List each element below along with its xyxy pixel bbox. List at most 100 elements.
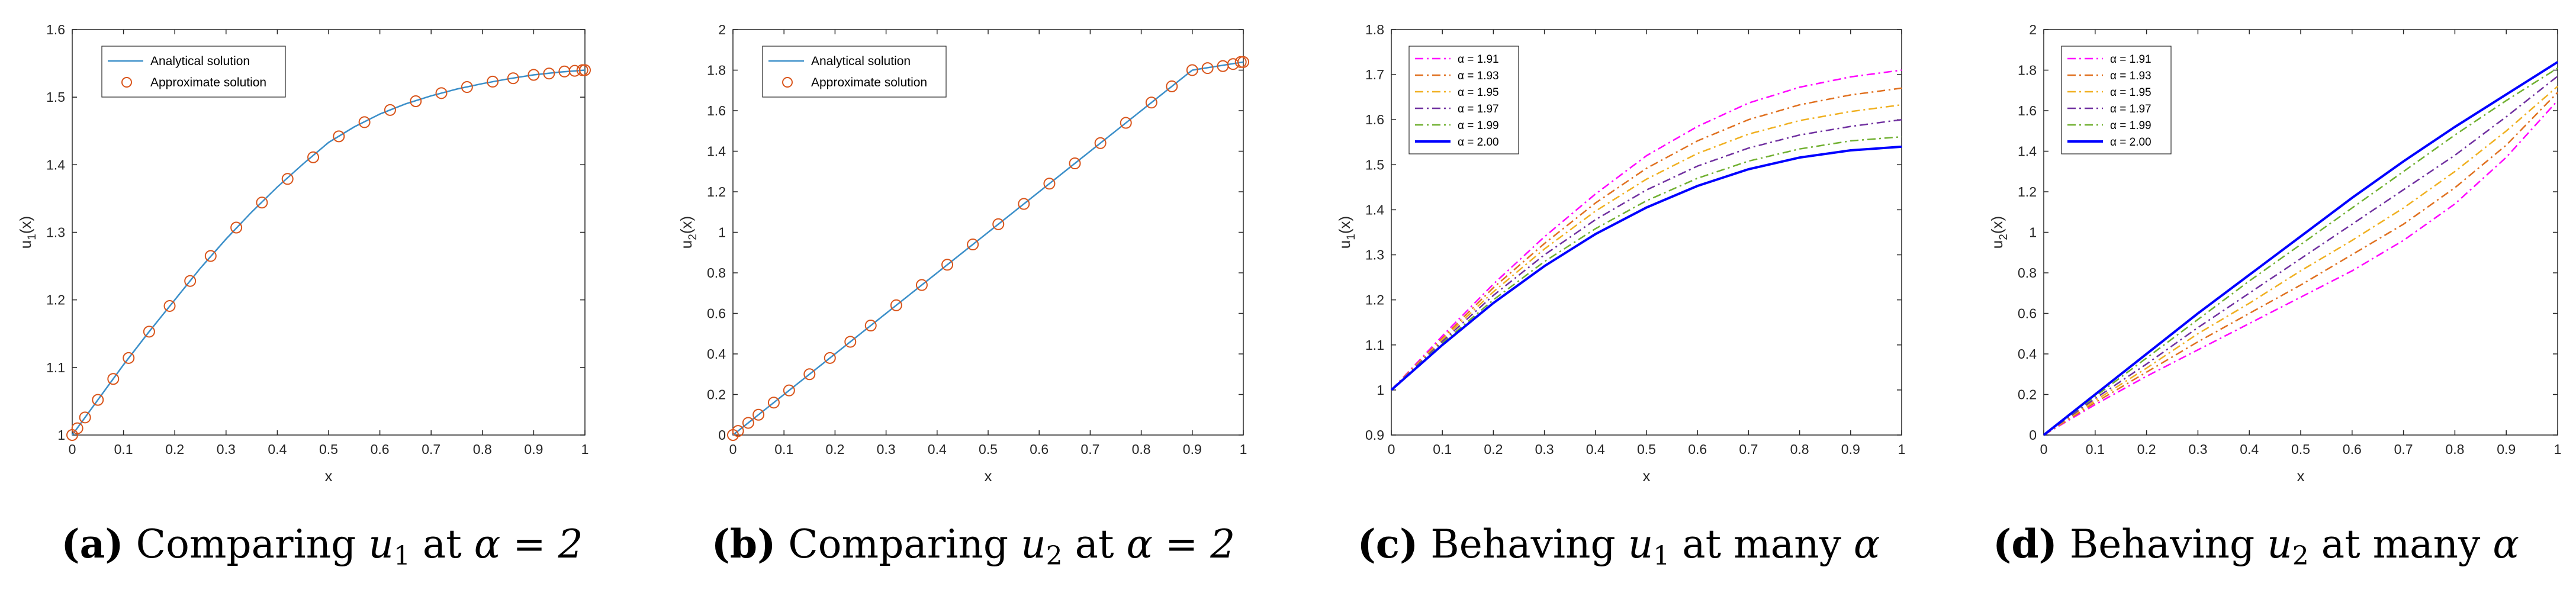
caption-sub: 1: [1653, 541, 1670, 571]
data-point: [410, 95, 422, 108]
x-tick-label: 1: [2554, 442, 2562, 457]
data-point: [1186, 64, 1198, 76]
y-axis-label-sub: 2: [687, 234, 699, 240]
caption-letter: (b): [711, 521, 776, 567]
y-tick-label: 1.6: [1365, 112, 1384, 127]
legend-label: α = 1.93: [2110, 70, 2152, 82]
data-point: [742, 417, 754, 429]
x-tick-label: 0.7: [422, 442, 440, 457]
series-line: [1391, 69, 1902, 391]
data-point: [92, 394, 104, 406]
x-tick-label: 0.6: [1030, 442, 1049, 457]
y-tick-label: 1.5: [46, 89, 65, 105]
caption-cond: α: [1853, 521, 1880, 567]
data-point: [1166, 80, 1178, 92]
data-point: [732, 425, 744, 437]
y-axis-label-var: u: [1336, 240, 1353, 249]
y-tick-label: 1.5: [1365, 157, 1384, 172]
data-point: [281, 173, 294, 185]
series-line: [1391, 118, 1902, 391]
legend-label: α = 1.99: [2110, 120, 2152, 132]
y-tick-label: 1.2: [707, 184, 726, 199]
x-tick-label: 0.4: [2240, 442, 2259, 457]
x-tick-label: 0.2: [1484, 442, 1503, 457]
caption-text: at many: [1682, 521, 1841, 567]
series-line: [1391, 136, 1902, 391]
x-tick-label: 0.8: [473, 442, 492, 457]
legend-label: α = 1.91: [2110, 53, 2152, 66]
x-axis-label: x: [1643, 467, 1651, 485]
y-tick-label: 1.2: [1365, 292, 1384, 308]
legend-label: α = 1.97: [1458, 103, 1499, 115]
x-tick-label: 0.7: [1739, 442, 1758, 457]
x-tick-label: 0.9: [524, 442, 543, 457]
caption-c: (c) Behaving u1 at many α: [1297, 521, 1941, 571]
data-point: [79, 411, 91, 424]
y-tick-label: 1.6: [46, 22, 65, 37]
chart-d: 0 0.1 0.2 0.3 0.4 0.5 0.6 0.7 0.8 0.9 1 0 0.2 0.4 0.6 0…: [1988, 22, 2562, 485]
y-tick-label: 0.2: [2018, 387, 2037, 402]
legend-label: Analytical solution: [811, 54, 911, 68]
caption-letter: (a): [61, 521, 124, 567]
data-point: [803, 368, 816, 381]
caption-sub: 2: [2292, 541, 2309, 571]
caption-b: (b) Comparing u2 at α = 2: [651, 521, 1295, 571]
y-tick-label: 1: [57, 427, 65, 443]
data-point: [435, 87, 448, 99]
data-point: [528, 69, 540, 81]
caption-text: Comparing: [788, 521, 1009, 567]
caption-var: u: [1628, 521, 1654, 567]
caption-text: Behaving: [2069, 521, 2255, 567]
caption-text: at many: [2321, 521, 2481, 567]
x-tick-label: 0.5: [319, 442, 338, 457]
y-tick-label: 0.6: [707, 306, 726, 321]
y-tick-label: 1: [718, 225, 726, 240]
data-point: [543, 67, 555, 80]
data-point: [890, 299, 902, 311]
data-point: [71, 422, 83, 434]
data-point: [579, 64, 591, 76]
x-tick-label: 0.6: [1688, 442, 1707, 457]
y-axis-label-tail: (x): [1988, 216, 2006, 234]
x-tick-label: 0.9: [1183, 442, 1202, 457]
y-tick-label: 1.1: [1365, 337, 1384, 353]
caption-var: u: [2267, 521, 2292, 567]
data-point: [143, 326, 155, 338]
data-point: [1145, 96, 1157, 109]
x-tick-label: 0: [729, 442, 737, 457]
legend-label: α = 1.97: [2110, 103, 2152, 115]
y-axis-label: u2(x): [677, 216, 699, 249]
y-tick-label: 1.8: [1365, 22, 1384, 37]
legend-label: Approximate solution: [150, 76, 266, 89]
caption-letter: (d): [1993, 521, 2057, 567]
x-tick-label: 0.8: [1790, 442, 1809, 457]
y-tick-label: 1.3: [46, 225, 65, 240]
legend-box: [2061, 46, 2172, 154]
legend-marker: [121, 77, 132, 88]
data-point: [864, 320, 877, 332]
y-tick-label: 2: [718, 22, 726, 37]
x-tick-label: 0.5: [1637, 442, 1656, 457]
y-tick-label: 1.7: [1365, 67, 1384, 82]
chart-b: 0 0.1 0.2 0.3 0.4 0.5 0.6 0.7 0.8 0.9 1 0 0.2 0.4 0.6 0…: [677, 22, 1249, 485]
x-tick-label: 0.1: [114, 442, 133, 457]
panel-c: 0 0.1 0.2 0.3 0.4 0.5 0.6 0.7 0.8 0.9 1 0.9 1 1.1 1.2 1…: [1297, 0, 1941, 596]
caption-sub: 1: [393, 541, 410, 571]
y-axis-label-tail: (x): [677, 216, 695, 234]
legend-label: α = 1.95: [1458, 86, 1499, 99]
y-tick-label: 1: [2029, 225, 2037, 240]
series-line: [1390, 145, 1902, 391]
data-point: [384, 104, 396, 116]
caption-cond: α: [2493, 521, 2519, 567]
x-tick-label: 0.2: [2137, 442, 2156, 457]
y-axis-label: u2(x): [1988, 216, 2010, 249]
panel-d: 0 0.1 0.2 0.3 0.4 0.5 0.6 0.7 0.8 0.9 1 0 0.2 0.4 0.6 0…: [1936, 0, 2576, 596]
data-point: [1120, 117, 1132, 129]
y-tick-label: 1.8: [2018, 63, 2037, 78]
x-tick-label: 0.2: [825, 442, 844, 457]
data-point: [752, 408, 765, 421]
data-point: [1237, 56, 1249, 68]
x-tick-label: 0.3: [1535, 442, 1554, 457]
chart-a: 0 0.1 0.2 0.3 0.4 0.5 0.6 0.7 0.8 0.9 1 1 1.1 1.2 1.3 1…: [17, 22, 591, 485]
legend-label: α = 1.91: [1458, 53, 1499, 66]
